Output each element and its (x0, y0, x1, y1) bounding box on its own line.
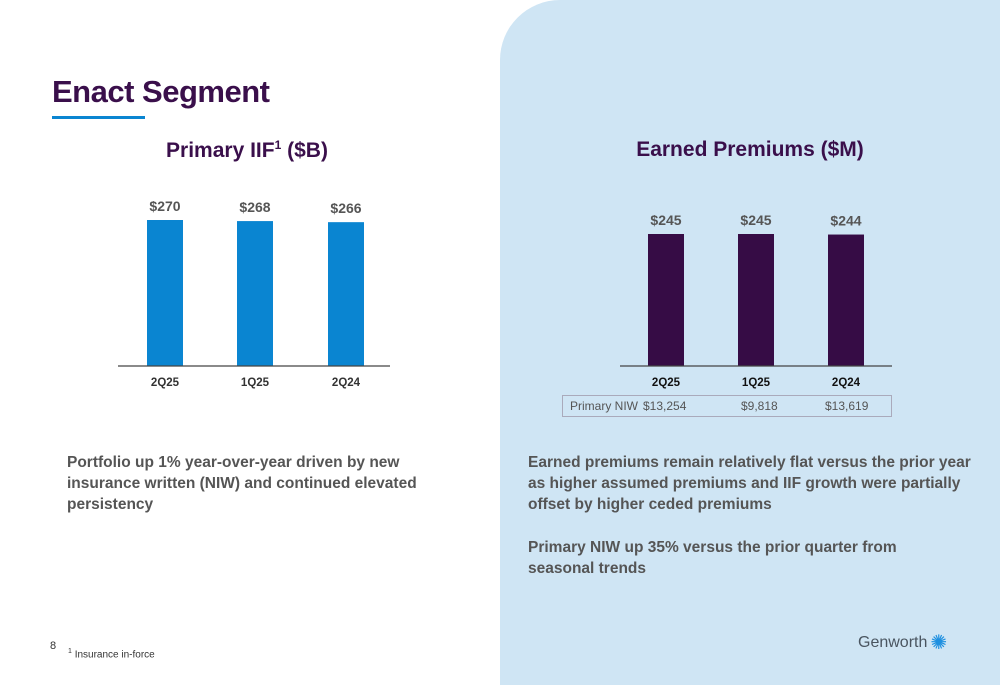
bar-1Q25 (237, 221, 273, 366)
chart-title-iif: Primary IIF1 ($B) (166, 138, 328, 162)
bar-2Q24 (828, 234, 864, 366)
bar-2Q25 (147, 220, 183, 366)
premiums-commentary: Earned premiums remain relatively flat v… (528, 454, 971, 513)
bar-2Q25 (648, 234, 684, 366)
primary-niw-table: Primary NIW $13,254 $9,818 $13,619 (562, 395, 892, 417)
title-underline (52, 116, 145, 119)
x-tick-label: 1Q25 (241, 377, 270, 389)
x-tick-label: 2Q24 (832, 377, 861, 389)
niw-value-2q25: $13,254 (643, 399, 687, 413)
footnote: 1 Insurance in-force (68, 648, 155, 661)
data-label: $245 (740, 212, 771, 228)
data-label: $266 (330, 200, 361, 216)
niw-commentary: Primary NIW up 35% versus the prior quar… (528, 539, 897, 577)
x-tick-label: 2Q25 (151, 377, 180, 389)
data-label: $268 (239, 199, 270, 215)
bar-1Q25 (738, 234, 774, 366)
chart-title-premiums: Earned Premiums ($M) (636, 138, 864, 161)
data-label: $245 (650, 212, 681, 228)
page-number: 8 (50, 640, 57, 652)
starburst-icon: ✺ (930, 632, 948, 654)
x-tick-label: 2Q24 (332, 377, 361, 389)
niw-value-2q24: $13,619 (825, 399, 869, 413)
bar-2Q24 (328, 222, 364, 366)
niw-label: Primary NIW (570, 399, 638, 413)
x-tick-label: 2Q25 (652, 377, 681, 389)
page-title: Enact Segment (52, 74, 270, 109)
x-tick-label: 1Q25 (742, 377, 771, 389)
data-label: $244 (830, 213, 861, 229)
genworth-logo: Genworth ✺ (858, 632, 948, 654)
niw-value-1q25: $9,818 (741, 399, 778, 413)
iif-commentary: Portfolio up 1% year-over-year driven by… (67, 454, 417, 513)
data-label: $270 (149, 198, 180, 214)
